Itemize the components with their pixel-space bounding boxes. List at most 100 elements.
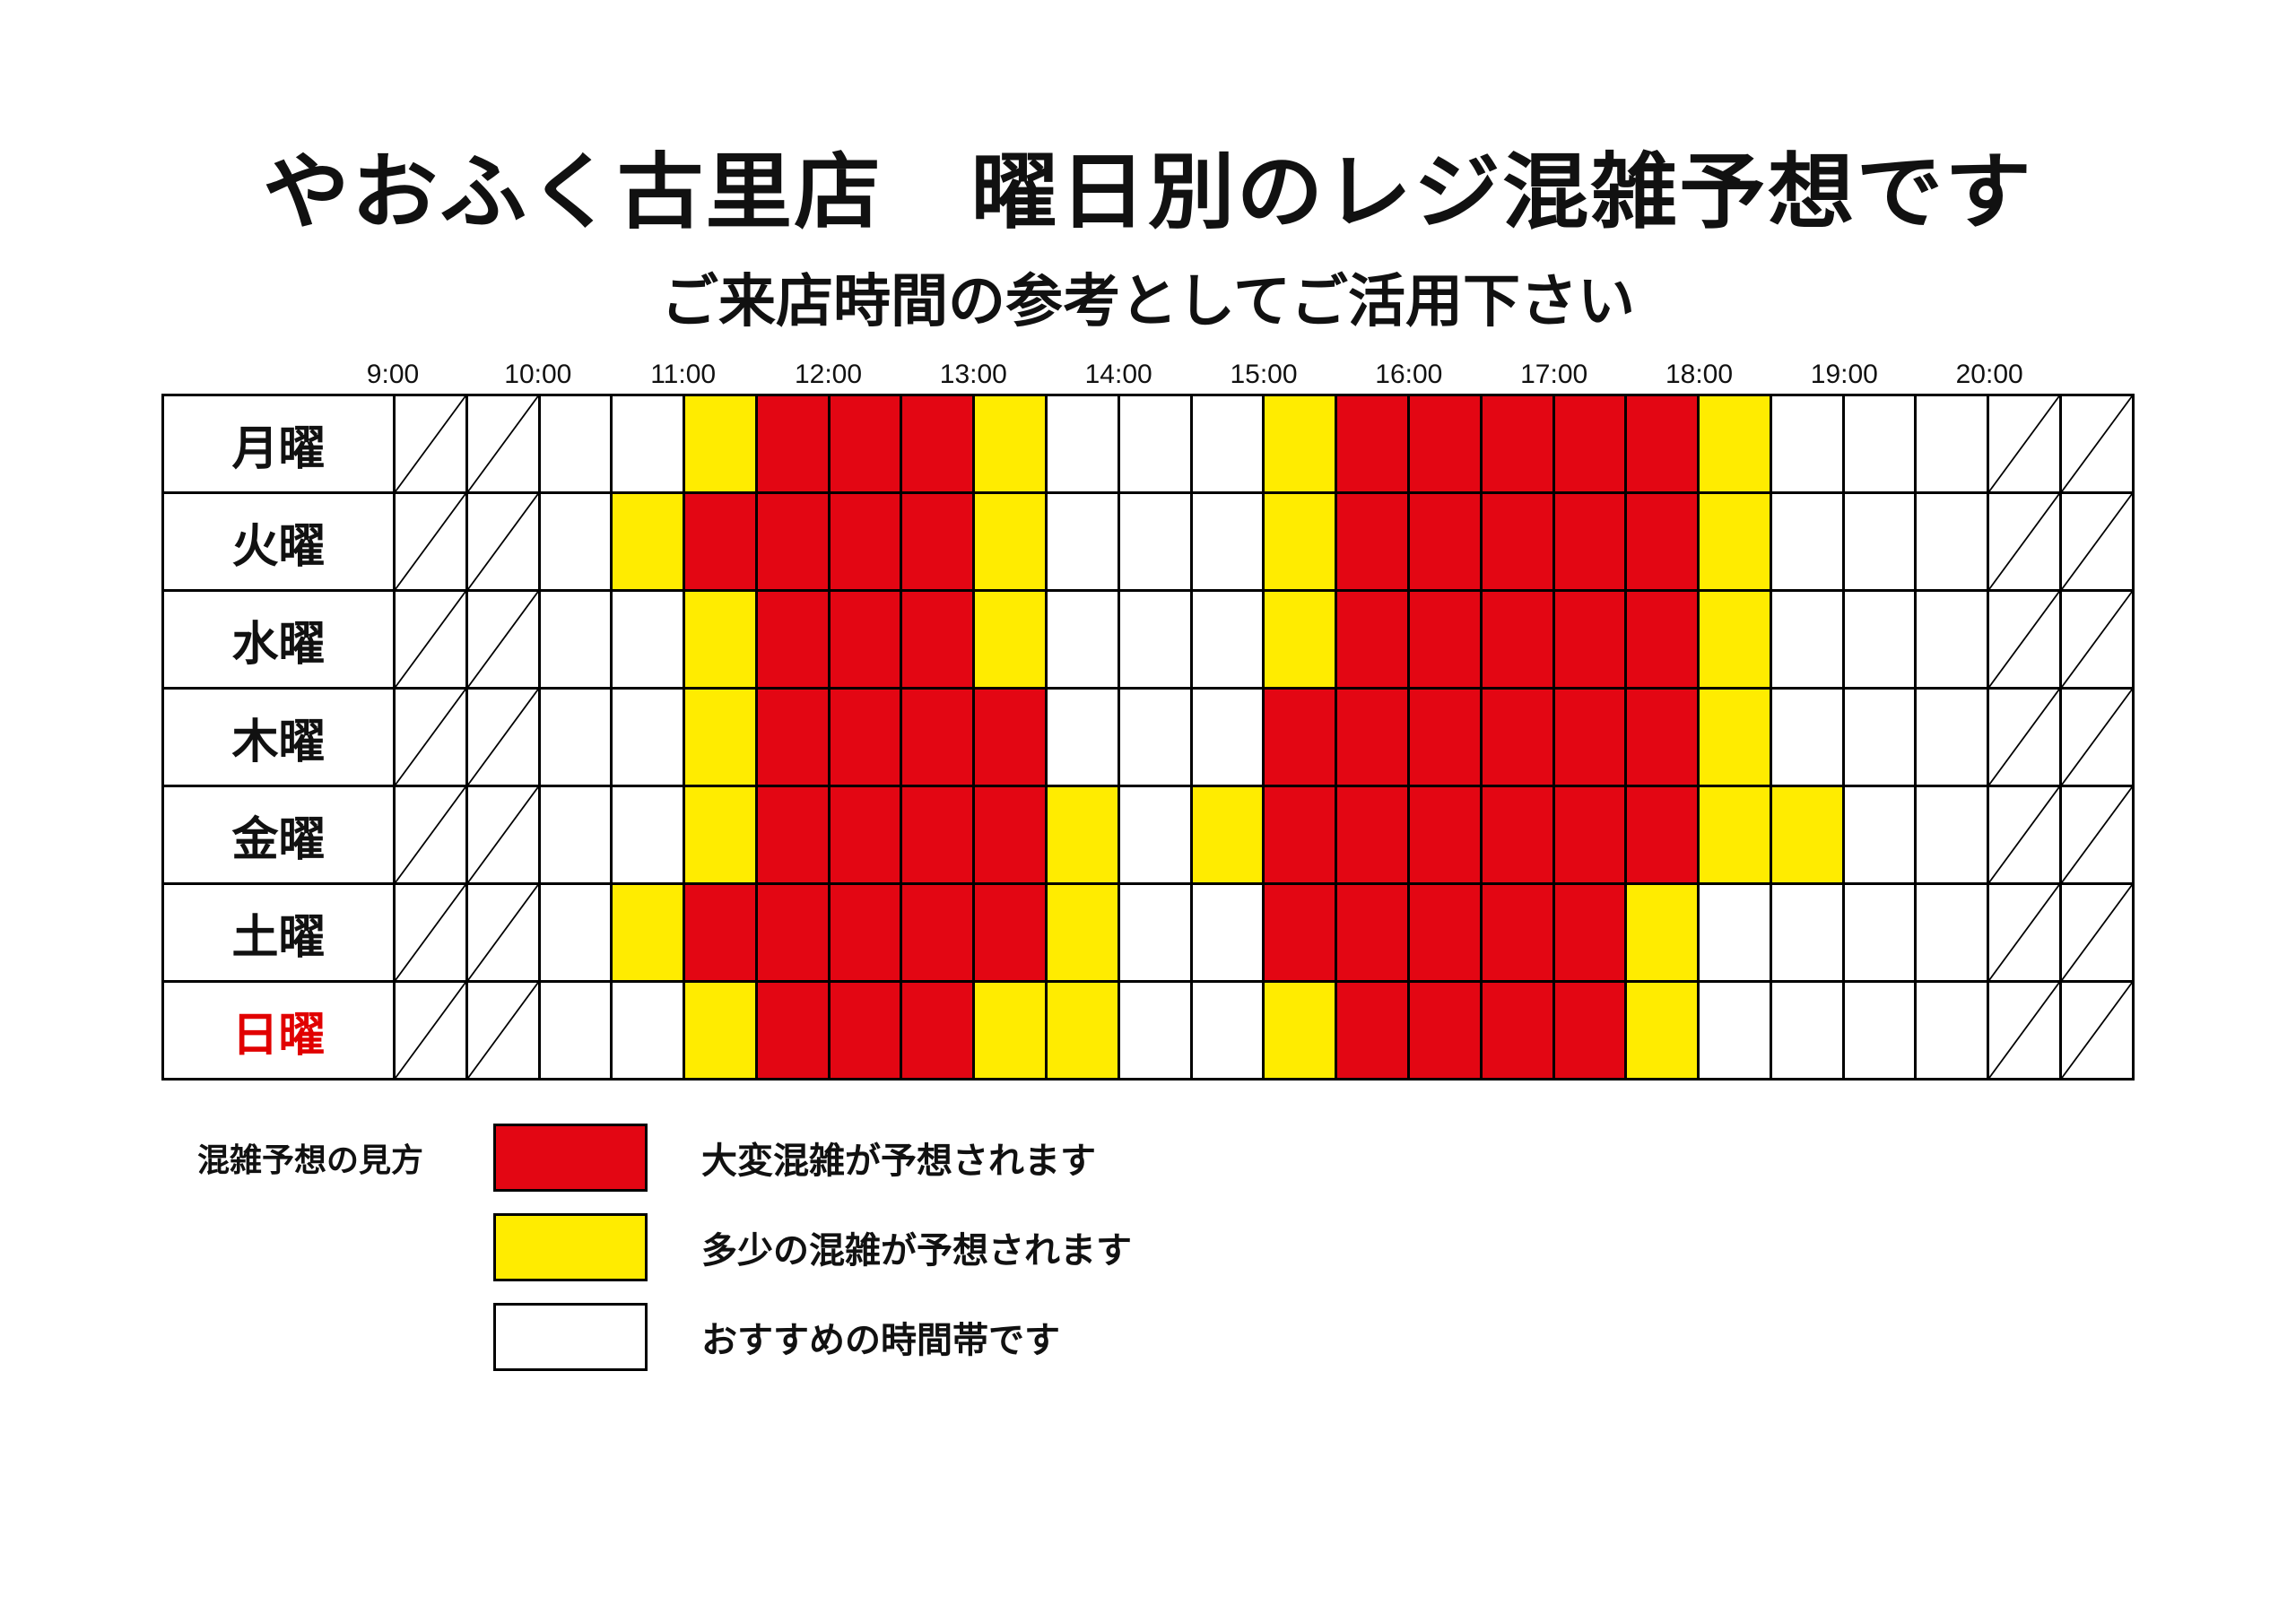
legend-row: おすすめの時間帯です <box>197 1303 2152 1371</box>
slot-white <box>1118 689 1191 786</box>
slot-red <box>1336 493 1409 591</box>
slot-white <box>1916 493 1988 591</box>
slot-red <box>1626 493 1699 591</box>
slot-red <box>974 689 1047 786</box>
slot-red <box>1553 395 1626 493</box>
time-label: 19:00 <box>1811 360 1878 390</box>
slot-red <box>756 395 829 493</box>
slot-red <box>974 786 1047 884</box>
slot-closed <box>2060 786 2133 884</box>
day-row: 水曜 <box>163 591 2134 689</box>
slot-red <box>756 786 829 884</box>
slot-white <box>1118 591 1191 689</box>
slot-red <box>829 786 901 884</box>
legend-text: おすすめの時間帯です <box>701 1311 1060 1363</box>
slot-white <box>1770 395 1843 493</box>
slot-red <box>1408 884 1481 982</box>
slot-red <box>756 493 829 591</box>
slot-closed <box>2060 982 2133 1080</box>
slot-red <box>1336 395 1409 493</box>
slot-white <box>1191 982 1264 1080</box>
slot-red <box>1481 591 1553 689</box>
slot-yellow <box>1699 395 1771 493</box>
slot-red <box>756 982 829 1080</box>
slot-red <box>1408 982 1481 1080</box>
time-label: 14:00 <box>1085 360 1152 390</box>
slot-white <box>1843 786 1916 884</box>
slot-yellow <box>1047 982 1119 1080</box>
slot-yellow <box>1264 591 1336 689</box>
slot-red <box>1481 689 1553 786</box>
slot-red <box>1408 786 1481 884</box>
slot-white <box>1191 884 1264 982</box>
slot-red <box>1481 493 1553 591</box>
slot-red <box>1264 786 1336 884</box>
slot-white <box>1843 982 1916 1080</box>
slot-white <box>1843 493 1916 591</box>
slot-red <box>1336 689 1409 786</box>
slot-closed <box>395 591 467 689</box>
slot-white <box>1916 786 1988 884</box>
slot-yellow <box>612 884 684 982</box>
slot-closed <box>466 689 539 786</box>
slot-closed <box>466 786 539 884</box>
slot-red <box>1553 689 1626 786</box>
slot-red <box>1336 982 1409 1080</box>
slot-yellow <box>1699 786 1771 884</box>
slot-white <box>1916 884 1988 982</box>
page-subtitle: ご来店時間の参考としてご活用下さい <box>144 256 2152 338</box>
slot-red <box>901 493 974 591</box>
slot-white <box>612 689 684 786</box>
slot-white <box>1191 591 1264 689</box>
time-label: 18:00 <box>1665 360 1733 390</box>
slot-white <box>1916 689 1988 786</box>
slot-closed <box>2060 689 2133 786</box>
day-label: 木曜 <box>163 689 395 786</box>
slot-white <box>1770 982 1843 1080</box>
slot-closed <box>1988 591 2061 689</box>
slot-red <box>1481 982 1553 1080</box>
day-row: 日曜 <box>163 982 2134 1080</box>
slot-closed <box>1988 884 2061 982</box>
slot-white <box>539 591 612 689</box>
slot-white <box>1118 884 1191 982</box>
time-label: 10:00 <box>504 360 571 390</box>
slot-closed <box>2060 591 2133 689</box>
time-label: 15:00 <box>1230 360 1297 390</box>
slot-closed <box>466 591 539 689</box>
slot-white <box>1770 689 1843 786</box>
slot-red <box>901 982 974 1080</box>
slot-white <box>1770 884 1843 982</box>
slot-red <box>1553 493 1626 591</box>
slot-closed <box>1988 689 2061 786</box>
slot-white <box>1699 982 1771 1080</box>
slot-white <box>1191 493 1264 591</box>
slot-yellow <box>684 786 757 884</box>
legend-row: 混雑予想の見方大変混雑が予想されます <box>197 1124 2152 1192</box>
slot-white <box>1191 395 1264 493</box>
slot-red <box>901 884 974 982</box>
slot-white <box>539 493 612 591</box>
slot-red <box>1408 395 1481 493</box>
slot-red <box>1336 884 1409 982</box>
slot-yellow <box>974 395 1047 493</box>
slot-red <box>901 689 974 786</box>
slot-red <box>1553 982 1626 1080</box>
slot-yellow <box>684 689 757 786</box>
legend-swatch-yellow <box>493 1213 648 1281</box>
slot-red <box>1481 786 1553 884</box>
slot-red <box>829 884 901 982</box>
slot-yellow <box>1770 786 1843 884</box>
slot-closed <box>1988 786 2061 884</box>
slot-yellow <box>974 493 1047 591</box>
time-label: 12:00 <box>795 360 862 390</box>
slot-red <box>1481 395 1553 493</box>
slot-yellow <box>1699 591 1771 689</box>
slot-red <box>829 689 901 786</box>
day-label: 金曜 <box>163 786 395 884</box>
slot-white <box>612 395 684 493</box>
slot-yellow <box>684 982 757 1080</box>
slot-yellow <box>1047 884 1119 982</box>
slot-red <box>829 591 901 689</box>
slot-yellow <box>1264 395 1336 493</box>
